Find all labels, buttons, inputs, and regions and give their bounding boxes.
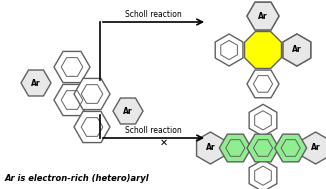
Polygon shape [247,2,279,30]
Text: Scholl reaction: Scholl reaction [125,126,182,135]
Polygon shape [275,134,307,162]
Text: Ar: Ar [258,12,268,21]
Polygon shape [74,78,110,110]
Text: Ar: Ar [311,143,320,153]
Polygon shape [197,132,224,164]
Polygon shape [244,32,281,68]
Polygon shape [54,84,90,116]
Polygon shape [302,132,326,164]
Polygon shape [247,134,279,162]
Polygon shape [249,104,277,136]
Polygon shape [247,2,279,30]
Polygon shape [247,70,279,98]
Text: Scholl reaction: Scholl reaction [125,10,182,19]
Text: Ar: Ar [31,78,41,88]
Polygon shape [215,34,243,66]
Polygon shape [54,51,90,83]
Text: ✕: ✕ [159,138,168,148]
Text: Ar: Ar [123,106,133,115]
Polygon shape [249,160,277,189]
Polygon shape [219,134,251,162]
Polygon shape [21,70,51,96]
Text: Ar is electron-rich (hetero)aryl: Ar is electron-rich (hetero)aryl [5,174,150,183]
Text: Ar: Ar [292,46,302,54]
Text: Ar: Ar [206,143,215,153]
Polygon shape [283,34,311,66]
Polygon shape [74,111,110,143]
Polygon shape [113,98,143,124]
Polygon shape [283,34,311,66]
